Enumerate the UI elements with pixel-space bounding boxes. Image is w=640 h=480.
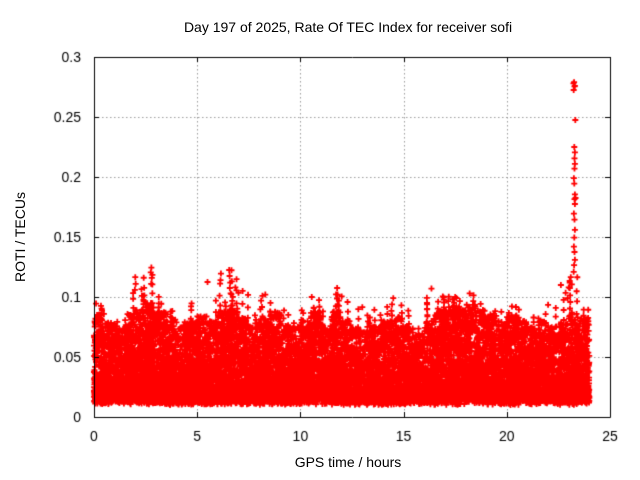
chart-title: Day 197 of 2025, Rate Of TEC Index for r… bbox=[183, 19, 513, 35]
x-axis-label: GPS time / hours bbox=[294, 454, 402, 470]
y-axis-label: ROTI / TECUs bbox=[12, 192, 28, 282]
